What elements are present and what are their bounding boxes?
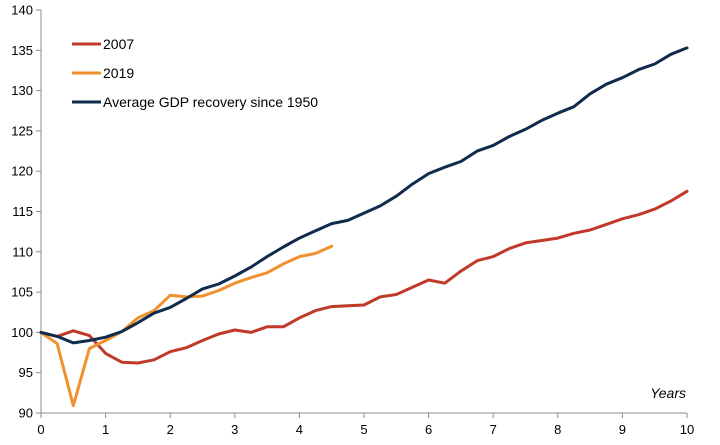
y-tick-label: 95: [19, 365, 33, 380]
y-tick-label: 90: [19, 406, 33, 421]
x-tick-label: 0: [37, 422, 44, 437]
series-line-1: [39, 244, 334, 408]
legend: 2007 2019 Average GDP recovery since 1950: [72, 36, 318, 110]
x-tick-label: 7: [490, 422, 497, 437]
x-tick-label: 8: [554, 422, 561, 437]
x-tick-label: 9: [619, 422, 626, 437]
x-tick-label: 5: [360, 422, 367, 437]
series-line-0: [39, 189, 689, 365]
x-tick-label: 10: [680, 422, 694, 437]
series-lines: [39, 46, 689, 408]
x-tick-label: 1: [102, 422, 109, 437]
x-axis-label: Years: [650, 385, 686, 401]
legend-label-0: 2007: [103, 36, 134, 52]
y-tick-label: 100: [11, 325, 33, 340]
x-tick-label: 6: [425, 422, 432, 437]
y-tick-label: 125: [11, 123, 33, 138]
tick-labels: 90 95 100 105 110 115 120 125 130 135 140 0 1 2 3 4 5 6 7 8…: [11, 3, 694, 438]
x-tick-label: 2: [167, 422, 174, 437]
y-tick-label: 110: [12, 244, 33, 259]
legend-label-2: Average GDP recovery since 1950: [103, 94, 318, 110]
x-tick-label: 4: [296, 422, 303, 437]
legend-label-1: 2019: [103, 65, 134, 81]
y-tick-label: 120: [11, 164, 33, 179]
series-line-2: [39, 46, 689, 345]
x-tick-label: 3: [231, 422, 238, 437]
y-tick-label: 105: [11, 285, 33, 300]
axes: [36, 9, 688, 418]
y-tick-label: 140: [11, 3, 33, 18]
y-tick-label: 135: [11, 43, 33, 58]
y-tick-label: 130: [11, 83, 33, 98]
y-tick-label: 115: [12, 204, 33, 219]
